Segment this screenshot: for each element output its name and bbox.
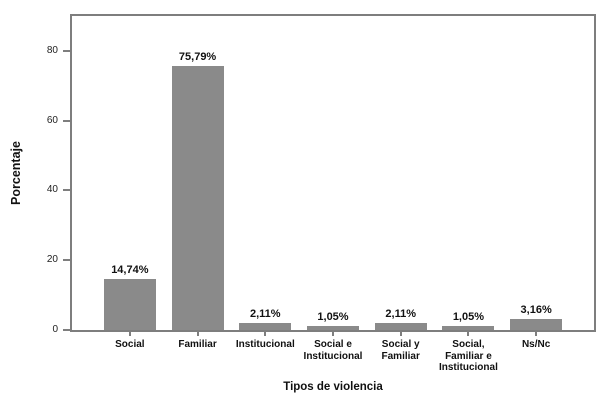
x-tick-mark <box>128 332 131 336</box>
x-tick-mark <box>196 332 199 336</box>
y-tick-label: 80 <box>46 44 58 56</box>
x-category-label: Social y Familiar <box>381 339 420 362</box>
x-category-label: Social, Familiar e Institucional <box>438 339 498 373</box>
y-tick-label: 0 <box>52 324 58 335</box>
y-axis-title: Porcentaje <box>9 141 23 205</box>
y-tick-label: 40 <box>46 184 58 196</box>
y-tick-mark <box>63 119 70 122</box>
y-tick-mark <box>63 189 70 192</box>
bar-value-label: 3,16% <box>520 303 552 316</box>
x-category-label: Familiar <box>178 339 217 350</box>
plot-area: 14,74% 75,79% 2,11% 1,05% 2,11% 1,05% 3,16% <box>70 14 596 332</box>
bar-value-label: 1,05% <box>317 311 349 324</box>
bar-value-label: 2,11% <box>385 307 416 320</box>
bar <box>374 322 427 330</box>
y-tick-label: 20 <box>46 254 58 266</box>
bar <box>239 322 292 330</box>
bar <box>307 326 359 330</box>
bar <box>510 318 563 330</box>
y-tick-mark <box>63 259 70 262</box>
y-tick-mark <box>63 49 70 52</box>
x-axis-title: Tipos de violencia <box>283 381 383 393</box>
x-category-label: Social <box>115 339 145 350</box>
bar <box>171 65 224 330</box>
x-category-label: Ns/Nc <box>521 339 551 350</box>
x-tick-mark <box>399 332 402 336</box>
bar-value-label: 75,79% <box>178 50 217 63</box>
x-tick-mark <box>467 332 470 336</box>
x-category-label: Institucional <box>235 339 295 350</box>
bar-value-label: 1,05% <box>452 311 485 324</box>
bar-value-label: 2,11% <box>249 307 281 320</box>
y-tick-mark <box>63 329 70 331</box>
y-tick-label: 60 <box>46 114 58 126</box>
x-tick-mark <box>535 332 538 336</box>
bar-value-label: 14,74% <box>111 263 149 276</box>
x-tick-mark <box>332 332 334 336</box>
x-tick-mark <box>264 332 267 336</box>
bar <box>103 278 156 330</box>
bar <box>442 326 495 330</box>
x-category-label: Social e Institucional <box>303 339 363 362</box>
